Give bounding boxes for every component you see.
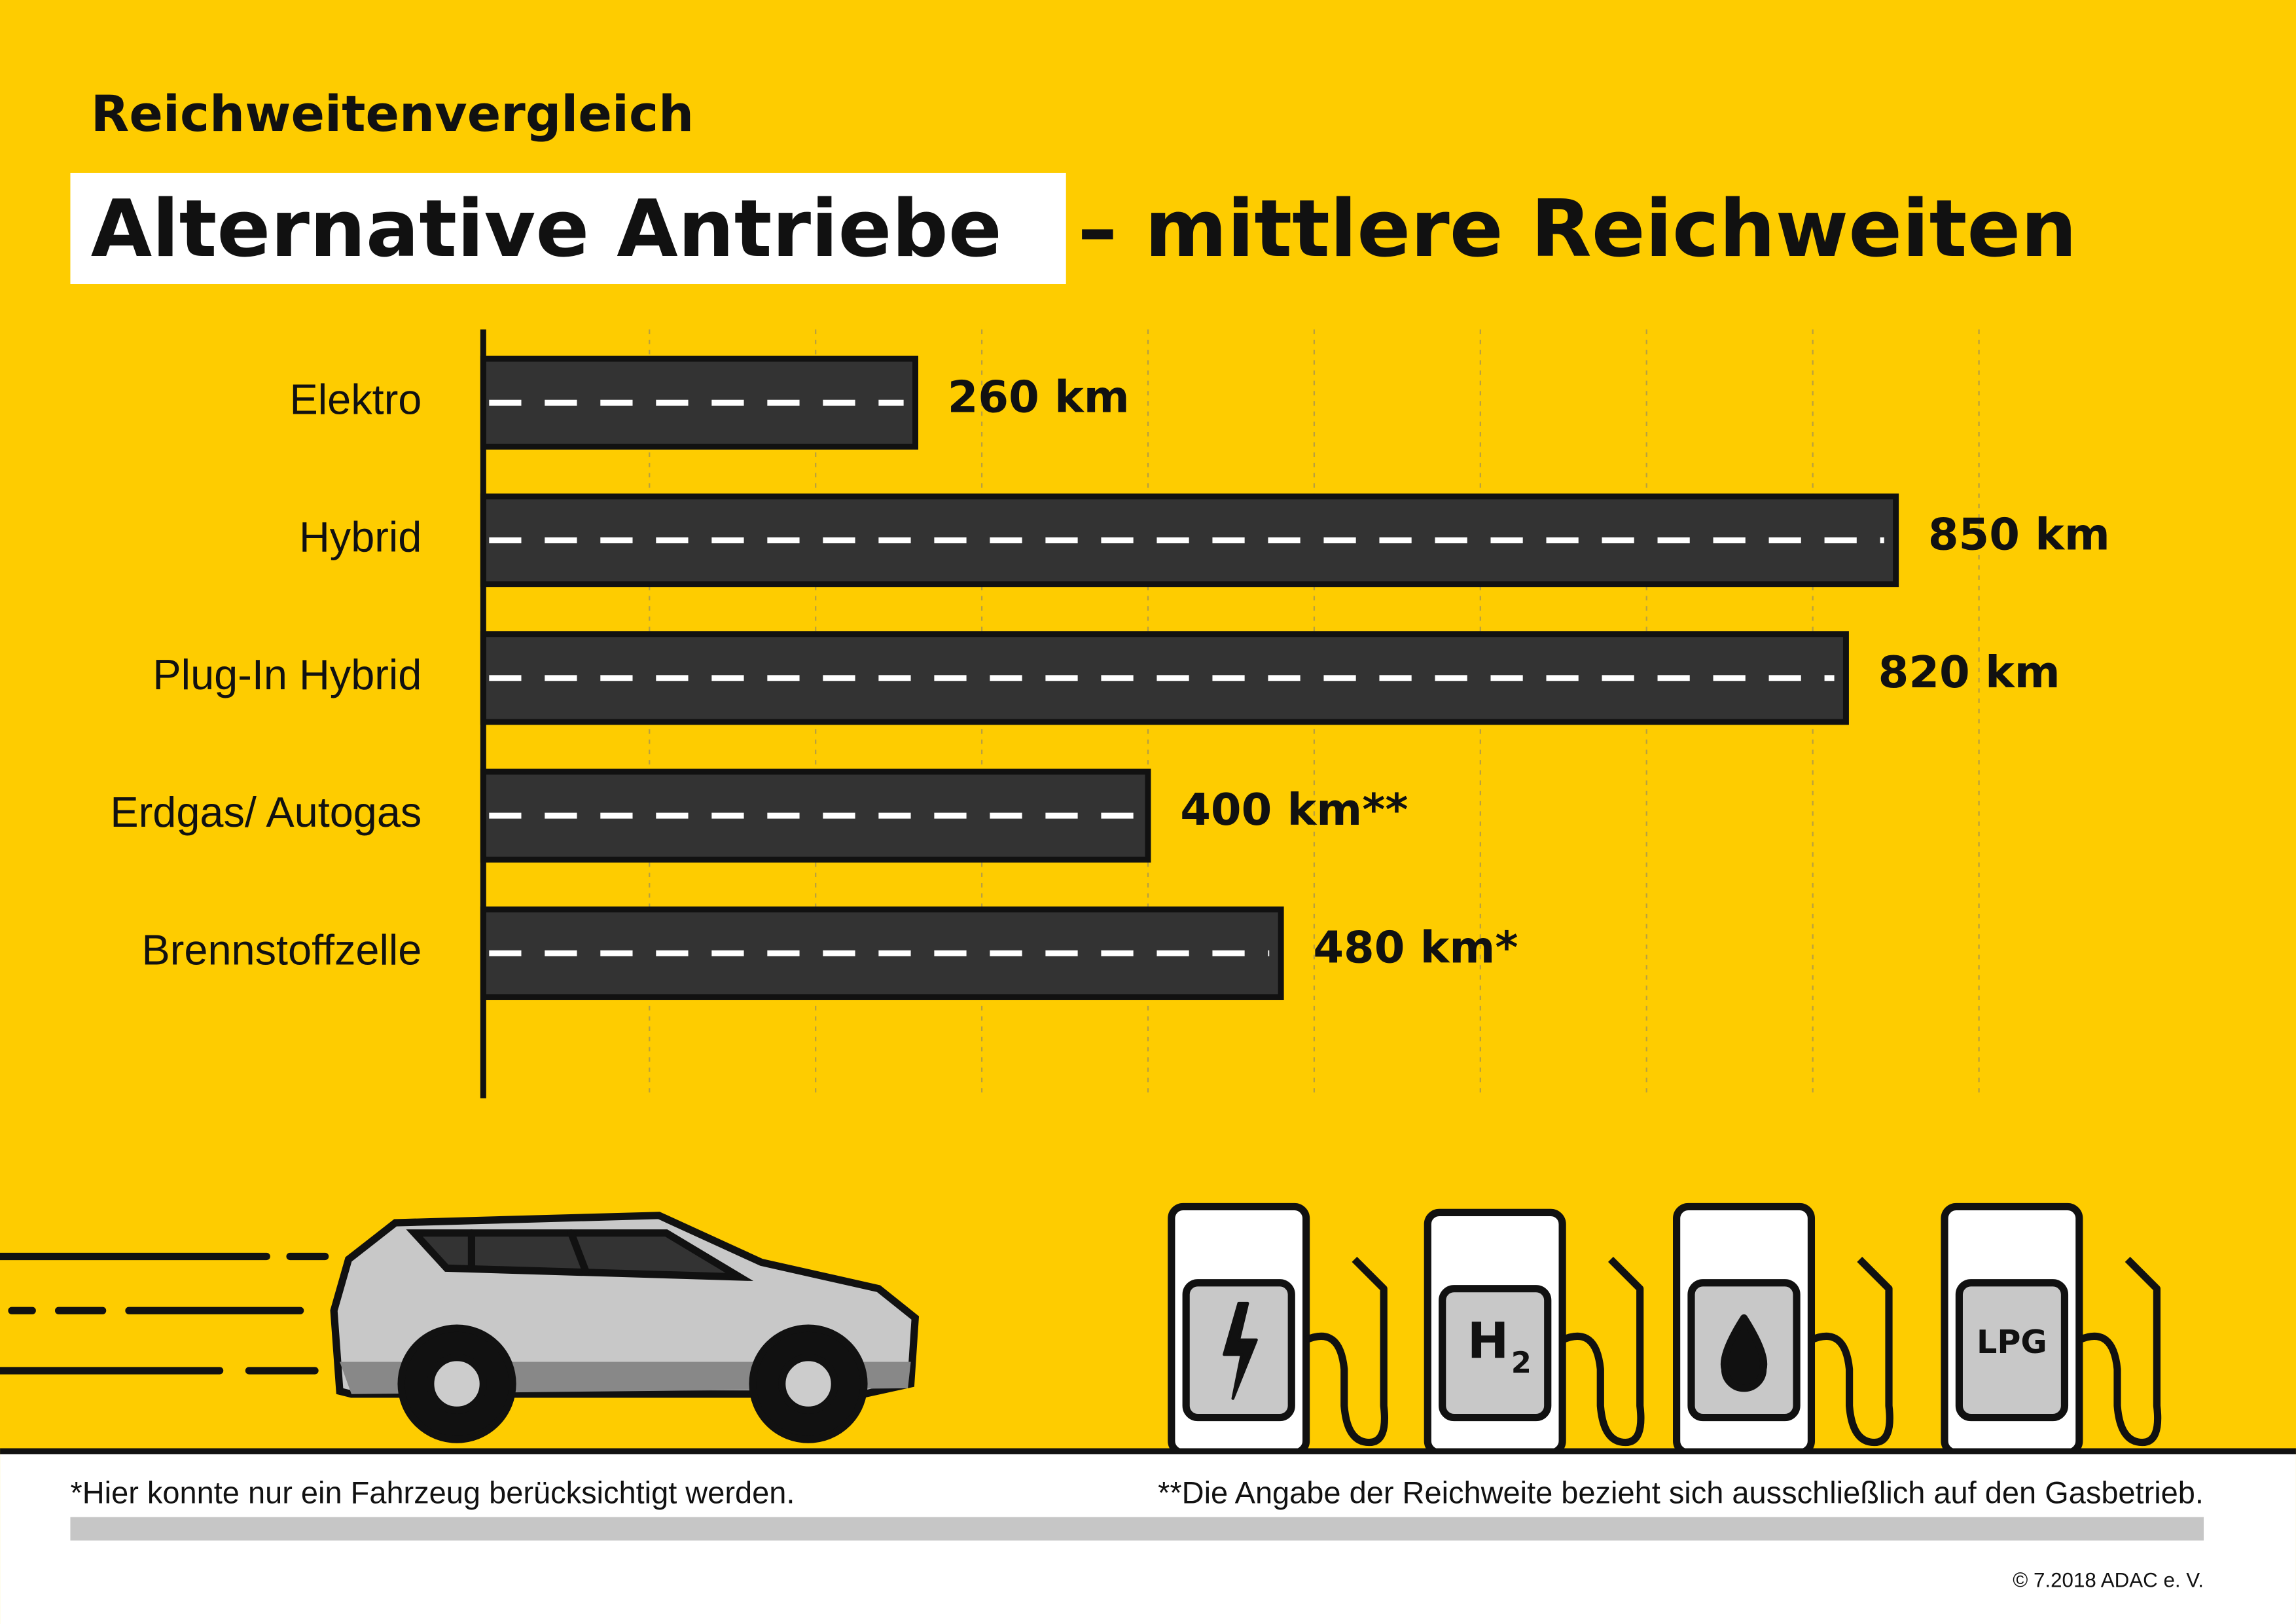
category-label: Hybrid	[299, 513, 422, 561]
category-label: Elektro	[289, 375, 422, 423]
footnote: **Die Angabe der Reichweite bezieht sich…	[1158, 1475, 2204, 1510]
footer-bar	[70, 1517, 2204, 1541]
title: – mittlere Reichweiten	[1078, 183, 2077, 275]
bar	[480, 768, 1151, 863]
title-highlight-box	[70, 172, 1066, 285]
category-label: Plug-In Hybrid	[152, 651, 422, 698]
value-label: 480 km*	[1313, 922, 1518, 973]
category-label: Brennstoffzelle	[142, 926, 422, 974]
lpg-label: LPG	[1977, 1323, 2047, 1361]
value-label: 850 km	[1928, 509, 2110, 560]
copyright: © 7.2018 ADAC e. V.	[2013, 1568, 2204, 1591]
supertitle: Reichweitenvergleich	[91, 84, 694, 143]
value-label: 400 km**	[1180, 784, 1408, 835]
pump-illustrations	[1168, 1202, 2162, 1456]
title-highlight: Alternative Antriebe	[91, 183, 1002, 275]
value-label: 260 km	[948, 371, 1130, 422]
car-illustration	[0, 1212, 920, 1443]
value-label: 820 km	[1878, 647, 2060, 698]
hydrogen-index: 2	[1511, 1345, 1532, 1380]
footnote: *Hier konnte nur ein Fahrzeug berücksich…	[70, 1475, 795, 1510]
category-label: Erdgas/ Autogas	[110, 788, 422, 836]
hydrogen-label: H	[1467, 1312, 1509, 1370]
